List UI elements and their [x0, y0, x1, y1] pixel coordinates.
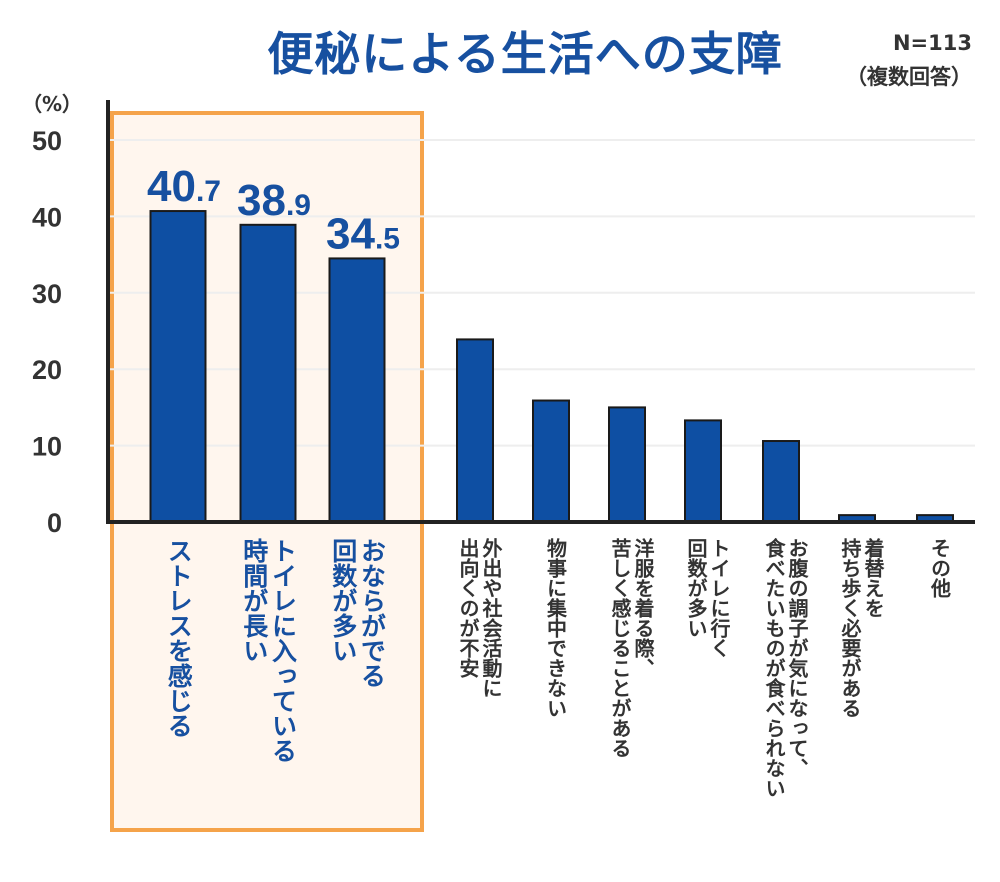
- y-tick-label: 20: [32, 355, 62, 385]
- category-label: その他: [927, 538, 952, 598]
- bar: [328, 257, 386, 523]
- data-label: 34.5: [326, 209, 400, 258]
- category-label: 外出や社会活動に 出向くのが不安: [456, 538, 503, 698]
- category-label: トイレに行く 回数が多い: [684, 538, 731, 658]
- y-axis-unit: （%）: [22, 92, 83, 116]
- bar: [456, 338, 494, 523]
- data-label: 38.9: [237, 176, 311, 225]
- category-label: ストレスを感じる: [164, 538, 194, 738]
- chart-title: 便秘による生活への支障: [267, 27, 783, 81]
- category-label: 洋服を着る際、 苦しく感じることがある: [608, 538, 655, 758]
- category-label: 物事に集中できない: [543, 538, 568, 718]
- answer-type: （複数回答）: [846, 65, 972, 89]
- category-label: お腹の調子が気になって、 食べたいものが食べられない: [762, 538, 809, 798]
- bar: [532, 399, 570, 523]
- bar: [762, 440, 800, 523]
- bar: [684, 419, 722, 523]
- category-label: 着替えを 持ち歩く必要がある: [838, 538, 885, 718]
- y-tick-label: 50: [32, 126, 62, 156]
- bar: [239, 223, 297, 524]
- bar: [608, 406, 646, 523]
- category-label: おならがでる 回数が多い: [328, 538, 387, 688]
- sample-size: N=113: [892, 31, 972, 55]
- sample-note: N=113 （複数回答）: [846, 26, 972, 94]
- data-label: 40.7: [147, 162, 221, 211]
- y-tick-label: 10: [32, 432, 62, 462]
- y-tick-label: 40: [32, 202, 62, 232]
- y-tick-label: 0: [47, 508, 62, 538]
- category-label: トイレに入っている 時間が長い: [239, 538, 298, 763]
- y-tick-label: 30: [32, 279, 62, 309]
- bar: [149, 210, 207, 523]
